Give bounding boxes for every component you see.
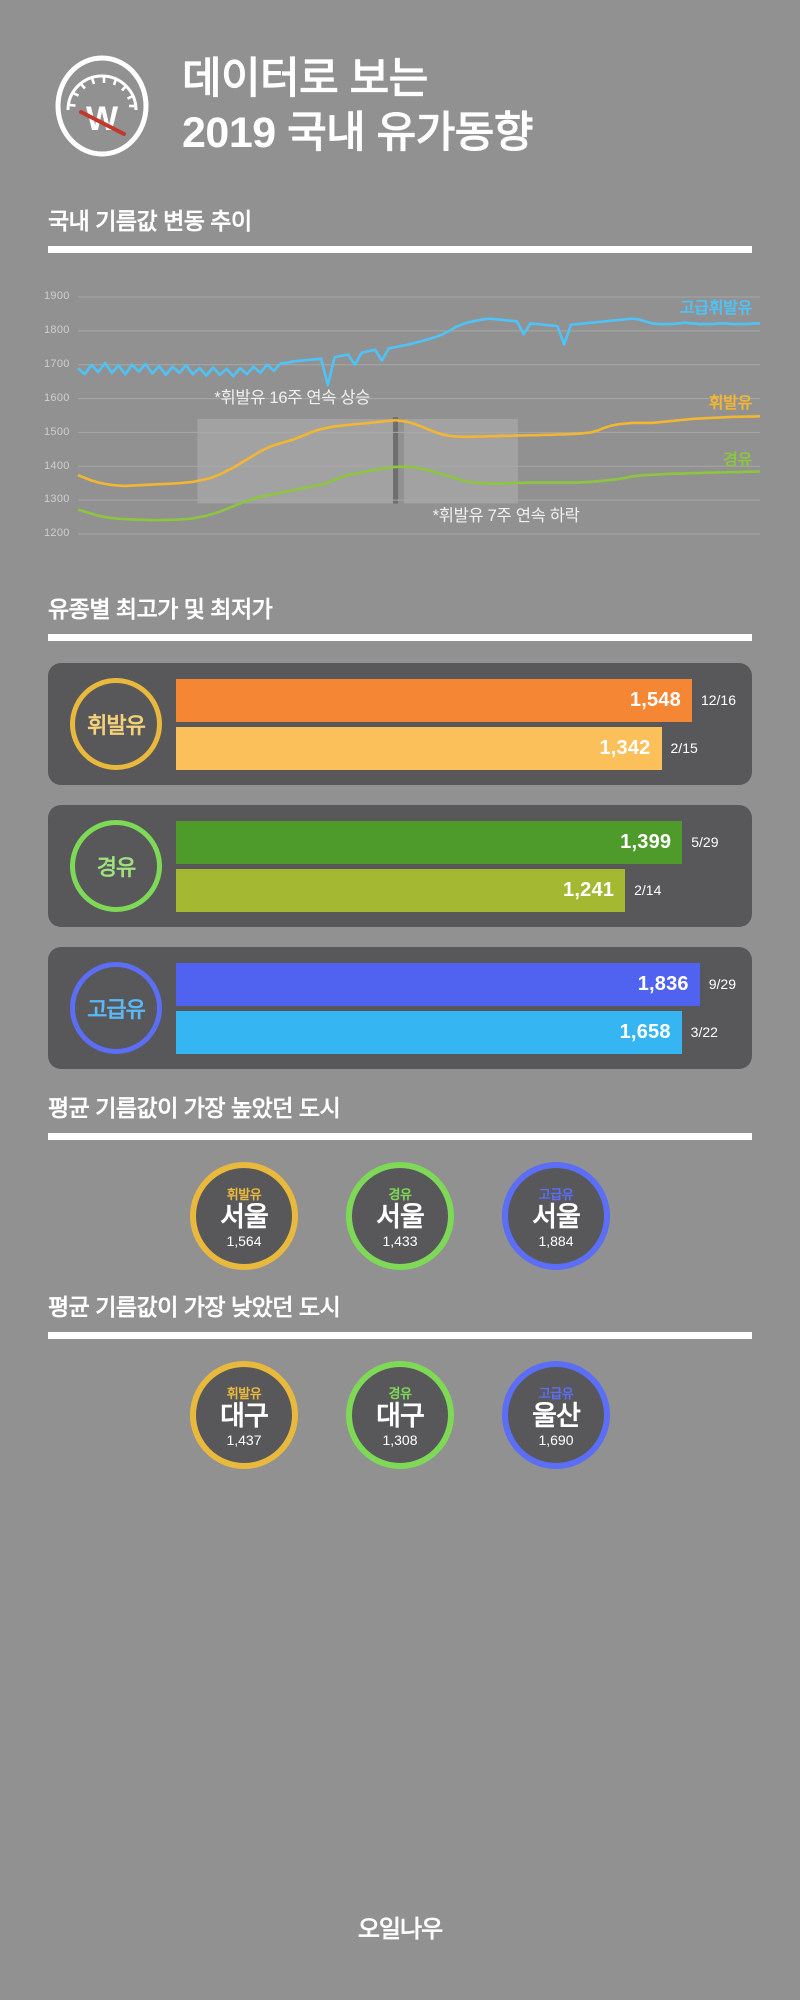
city-fuel-label: 고급유 bbox=[538, 1186, 574, 1202]
title-line-1: 데이터로 보는 bbox=[182, 55, 428, 103]
highest-section: 평균 기름값이 가장 높았던 도시 bbox=[0, 1089, 800, 1141]
y-axis-tick: 1700 bbox=[44, 358, 70, 371]
lowest-city-circle-고급유: 고급유 울산 1,690 bbox=[502, 1361, 610, 1470]
series-line-경유 bbox=[77, 465, 761, 522]
max-price-date: 9/29 bbox=[708, 976, 736, 993]
min-price-date: 2/15 bbox=[670, 740, 698, 757]
highest-city-circle-경유: 경유 서울 1,433 bbox=[346, 1162, 454, 1271]
fuel-card-고급유: 고급유 1,836 9/29 1,658 3/22 bbox=[48, 947, 752, 1070]
minmax-section-title: 유종별 최고가 및 최저가 bbox=[48, 596, 273, 623]
city-name: 서울 bbox=[532, 1201, 581, 1232]
fuel-bars: 1,836 9/29 1,658 3/22 bbox=[176, 958, 752, 1059]
city-fuel-label: 휘발유 bbox=[226, 1385, 262, 1401]
y-axis-tick: 1600 bbox=[44, 391, 70, 404]
highest-section-rule bbox=[48, 1133, 752, 1141]
fuel-card-휘발유: 휘발유 1,548 12/16 1,342 2/15 bbox=[48, 663, 752, 786]
max-price-date: 12/16 bbox=[700, 692, 736, 709]
fuel-card-경유: 경유 1,399 5/29 1,241 2/14 bbox=[48, 805, 752, 928]
header-title-block: 데이터로 보는 2019 국내 유가동향 bbox=[182, 52, 533, 160]
min-price-row: 1,342 2/15 bbox=[176, 726, 736, 770]
fuel-cards-list: 휘발유 1,548 12/16 1,342 2/15 경유 1,399 5/29 1,241 2/… bbox=[0, 663, 800, 1070]
max-price-row: 1,836 9/29 bbox=[176, 962, 736, 1006]
city-price: 1,308 bbox=[382, 1432, 418, 1449]
trend-section: 국내 기름값 변동 추이 bbox=[0, 202, 800, 254]
gauge-won-icon: W bbox=[48, 52, 156, 160]
max-price-bar: 1,399 bbox=[176, 820, 683, 864]
city-fuel-label: 경유 bbox=[388, 1385, 412, 1401]
max-price-row: 1,548 12/16 bbox=[176, 678, 736, 722]
city-name: 대구 bbox=[376, 1400, 425, 1431]
y-axis-tick: 1200 bbox=[44, 527, 70, 540]
fuel-badge-휘발유: 휘발유 bbox=[70, 678, 162, 771]
highest-city-row: 휘발유 서울 1,564 경유 서울 1,433 고급유 서울 1,884 bbox=[48, 1162, 752, 1271]
lowest-section-rule bbox=[48, 1332, 752, 1340]
title-line-2: 2019 국내 유가동향 bbox=[182, 109, 533, 158]
highest-city-circle-고급유: 고급유 서울 1,884 bbox=[502, 1162, 610, 1271]
max-price-date: 5/29 bbox=[691, 834, 719, 851]
city-name: 대구 bbox=[220, 1400, 269, 1431]
lowest-city-block: 휘발유 대구 1,437 경유 대구 1,308 고급유 울산 1,690 bbox=[0, 1361, 800, 1470]
y-axis-tick: 1900 bbox=[44, 290, 70, 303]
city-name: 서울 bbox=[220, 1201, 269, 1232]
minmax-section-rule bbox=[48, 634, 752, 642]
city-price: 1,690 bbox=[538, 1432, 574, 1449]
y-axis-tick: 1400 bbox=[44, 459, 70, 472]
city-name: 서울 bbox=[376, 1201, 425, 1232]
city-fuel-label: 휘발유 bbox=[226, 1186, 262, 1202]
city-fuel-label: 경유 bbox=[388, 1186, 412, 1202]
y-axis-tick: 1800 bbox=[44, 324, 70, 337]
fuel-bars: 1,399 5/29 1,241 2/14 bbox=[176, 816, 752, 917]
trend-section-rule bbox=[48, 246, 752, 254]
chart-annotation-1: *휘발유 16주 연속 상승 bbox=[214, 388, 371, 407]
lowest-city-row: 휘발유 대구 1,437 경유 대구 1,308 고급유 울산 1,690 bbox=[48, 1361, 752, 1470]
page-header: W 데이터로 보는 2019 국내 유가동향 bbox=[0, 0, 800, 160]
highest-section-title: 평균 기름값이 가장 높았던 도시 bbox=[48, 1095, 341, 1122]
highest-city-block: 휘발유 서울 1,564 경유 서울 1,433 고급유 서울 1,884 bbox=[0, 1162, 800, 1271]
city-price: 1,884 bbox=[538, 1233, 574, 1250]
min-price-bar: 1,658 bbox=[176, 1010, 682, 1054]
fuel-badge-경유: 경유 bbox=[70, 820, 162, 913]
min-price-row: 1,241 2/14 bbox=[176, 868, 736, 912]
legend-label-휘발유: 휘발유 bbox=[708, 394, 753, 412]
legend-label-경유: 경유 bbox=[723, 452, 752, 470]
lowest-city-circle-경유: 경유 대구 1,308 bbox=[346, 1361, 454, 1470]
series-line-고급휘발유 bbox=[77, 317, 760, 387]
max-price-bar: 1,548 bbox=[176, 678, 692, 722]
min-price-bar: 1,241 bbox=[176, 868, 626, 912]
footer-brand: 오일나우 bbox=[357, 1916, 443, 1943]
min-price-row: 1,658 3/22 bbox=[176, 1010, 736, 1054]
lowest-section: 평균 기름값이 가장 낮았던 도시 bbox=[0, 1288, 800, 1340]
min-price-date: 2/14 bbox=[634, 882, 662, 899]
price-trend-chart: 1900 1800 1700 1600 1500 1400 1300 1200 *휘발유 16… bbox=[0, 279, 800, 554]
fuel-badge-고급유: 고급유 bbox=[70, 962, 162, 1055]
fuel-bars: 1,548 12/16 1,342 2/15 bbox=[176, 674, 752, 775]
min-price-date: 3/22 bbox=[690, 1024, 718, 1041]
chart-annotation-2: *휘발유 7주 연속 하락 bbox=[432, 507, 580, 526]
y-axis-tick: 1300 bbox=[44, 493, 70, 506]
lowest-city-circle-휘발유: 휘발유 대구 1,437 bbox=[190, 1361, 298, 1470]
series-line-휘발유 bbox=[77, 415, 761, 488]
highest-city-circle-휘발유: 휘발유 서울 1,564 bbox=[190, 1162, 298, 1271]
lowest-section-title: 평균 기름값이 가장 낮았던 도시 bbox=[48, 1294, 341, 1321]
y-axis-tick: 1500 bbox=[44, 425, 70, 438]
city-price: 1,433 bbox=[382, 1233, 418, 1250]
city-price: 1,437 bbox=[226, 1432, 262, 1449]
max-price-bar: 1,836 bbox=[176, 962, 700, 1006]
minmax-section: 유종별 최고가 및 최저가 bbox=[0, 590, 800, 642]
legend-label-고급휘발유: 고급휘발유 bbox=[679, 300, 752, 318]
max-price-row: 1,399 5/29 bbox=[176, 820, 736, 864]
min-price-bar: 1,342 bbox=[176, 726, 662, 770]
city-fuel-label: 고급유 bbox=[538, 1385, 574, 1401]
city-price: 1,564 bbox=[226, 1233, 262, 1250]
city-name: 울산 bbox=[532, 1400, 581, 1431]
trend-section-title: 국내 기름값 변동 추이 bbox=[48, 208, 252, 235]
